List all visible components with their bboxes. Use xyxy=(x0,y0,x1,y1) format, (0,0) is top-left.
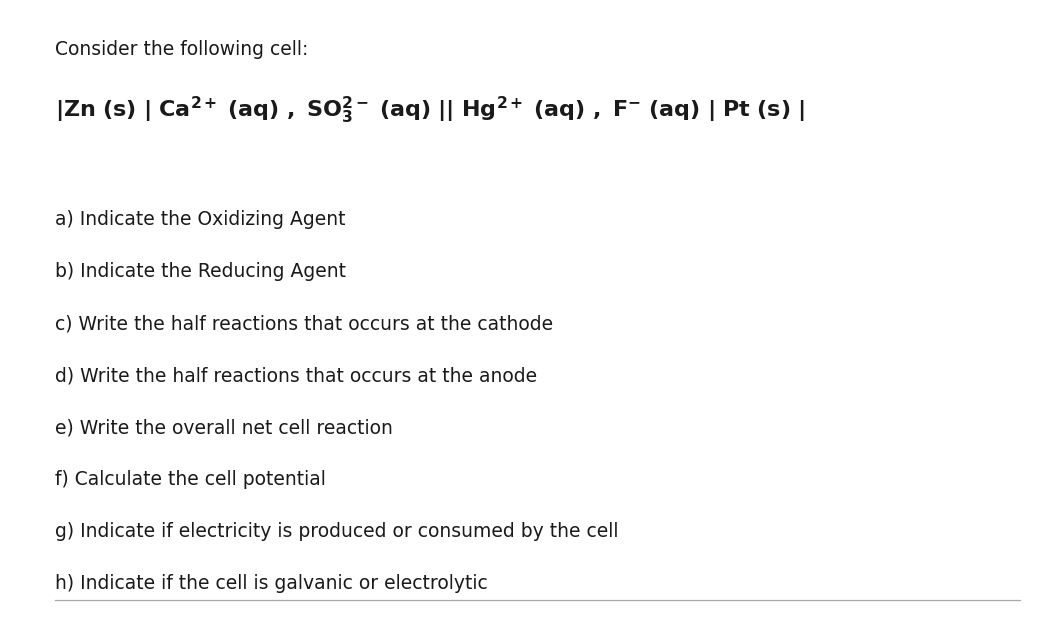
Text: b) Indicate the Reducing Agent: b) Indicate the Reducing Agent xyxy=(55,262,346,281)
Text: f) Calculate the cell potential: f) Calculate the cell potential xyxy=(55,470,326,489)
Text: d) Write the half reactions that occurs at the anode: d) Write the half reactions that occurs … xyxy=(55,366,538,385)
Text: a) Indicate the Oxidizing Agent: a) Indicate the Oxidizing Agent xyxy=(55,210,345,229)
Text: Consider the following cell:: Consider the following cell: xyxy=(55,40,308,59)
Text: c) Write the half reactions that occurs at the cathode: c) Write the half reactions that occurs … xyxy=(55,314,553,333)
Text: $\mathbf{| Zn\ (s)\ |\ Ca^{2+}\ (aq)\ ,\ SO_3^{2-}\ (aq)\ ||\ Hg^{2+}\ (aq)\ ,\ : $\mathbf{| Zn\ (s)\ |\ Ca^{2+}\ (aq)\ ,\… xyxy=(55,95,805,126)
Text: e) Write the overall net cell reaction: e) Write the overall net cell reaction xyxy=(55,418,393,437)
Text: h) Indicate if the cell is galvanic or electrolytic: h) Indicate if the cell is galvanic or e… xyxy=(55,574,488,593)
Text: g) Indicate if electricity is produced or consumed by the cell: g) Indicate if electricity is produced o… xyxy=(55,522,619,541)
